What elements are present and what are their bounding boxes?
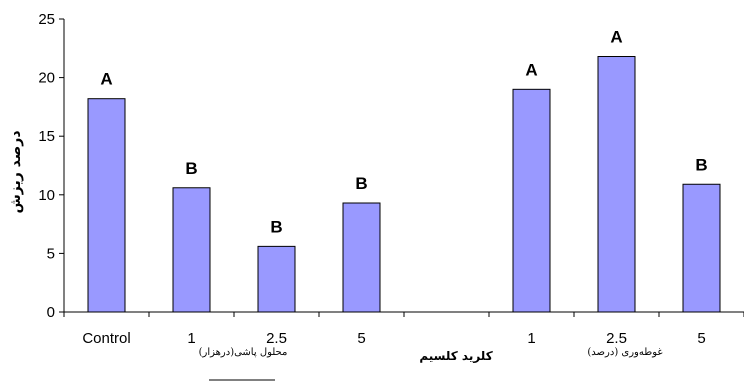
x-category-label: 5 <box>697 330 705 347</box>
x-axis-label: کلرید کلسیم <box>419 349 492 363</box>
group-label-dipping: غوطه‌وری (درصد) <box>587 347 662 358</box>
y-tick-label: 15 <box>38 128 55 145</box>
x-category-label: 2.5 <box>606 330 627 347</box>
bar <box>512 88 551 313</box>
x-category-label: 5 <box>357 330 365 347</box>
y-axis-label: درصد ریزش <box>8 130 24 213</box>
bar-significance-label: B <box>695 155 707 174</box>
bar <box>342 202 381 313</box>
bar-significance-label: B <box>185 159 197 178</box>
x-category-label: 2.5 <box>266 330 287 347</box>
bar <box>87 98 126 313</box>
y-tick-label: 10 <box>38 187 55 204</box>
y-tick-label: 0 <box>47 304 55 321</box>
chart-bars <box>87 56 721 313</box>
x-category-label: Control <box>82 330 130 347</box>
bar-significance-label: B <box>355 174 367 193</box>
bar <box>597 56 636 313</box>
bar-significance-label: A <box>525 60 537 79</box>
bar <box>172 187 211 313</box>
bar-significance-label: B <box>270 217 282 236</box>
bar <box>257 245 296 313</box>
bar <box>682 183 721 313</box>
bar-labels: A B B B A A B <box>100 28 707 237</box>
y-tick-label: 20 <box>38 70 55 87</box>
chart-axes <box>63 19 744 317</box>
y-tick-label: 5 <box>47 245 55 262</box>
y-axis-ticks: 0 5 10 15 20 25 <box>38 11 64 321</box>
x-category-label: 1 <box>187 330 195 347</box>
bar-significance-label: A <box>610 28 622 47</box>
bar-significance-label: A <box>100 70 112 89</box>
x-category-label: 1 <box>527 330 535 347</box>
y-tick-label: 25 <box>38 11 55 28</box>
x-axis-categories: Control 1 2.5 5 1 2.5 5 <box>82 330 705 347</box>
group-label-spraying: محلول پاشی(درهزار) <box>199 347 288 358</box>
